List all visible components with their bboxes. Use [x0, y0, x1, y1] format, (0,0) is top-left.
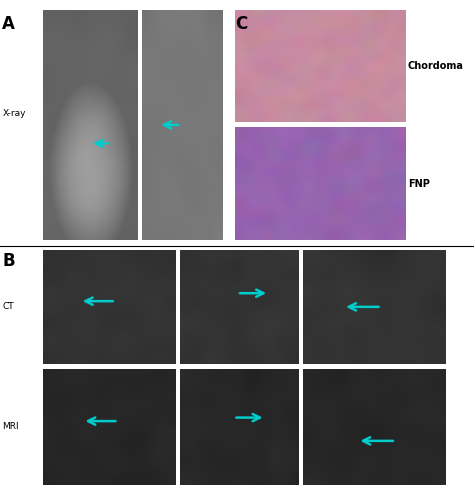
Text: FNP: FNP — [408, 179, 429, 189]
Text: CT: CT — [2, 302, 14, 311]
Text: MRI: MRI — [2, 422, 19, 431]
Text: C: C — [235, 15, 247, 33]
Text: A: A — [2, 15, 15, 33]
Text: B: B — [2, 252, 15, 270]
Text: X-ray: X-ray — [2, 109, 26, 118]
Text: Chordoma: Chordoma — [408, 61, 464, 71]
